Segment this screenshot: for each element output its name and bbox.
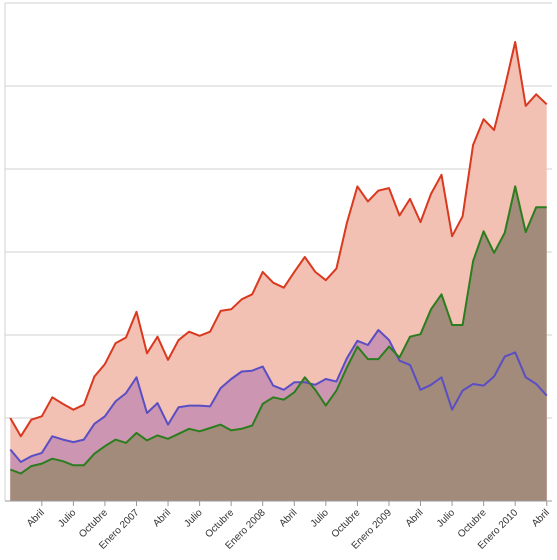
x-tick-label: Abril — [277, 507, 299, 529]
area-fills — [10, 42, 547, 501]
x-tick-label: Abril — [25, 507, 47, 529]
x-axis — [5, 500, 552, 506]
x-tick-label: Julio — [309, 507, 332, 530]
x-tick-label: Abril — [151, 507, 173, 529]
x-tick-label: Julio — [182, 507, 205, 530]
series-lines — [9, 41, 548, 475]
series-2-line — [9, 329, 548, 463]
series-3-line — [9, 185, 547, 475]
series-1-line — [9, 41, 548, 438]
x-tick-label: Abril — [530, 507, 552, 529]
x-tick-label: Julio — [435, 507, 458, 530]
x-tick-label: Abril — [404, 507, 426, 529]
series-3-area — [10, 186, 547, 501]
x-tick-label: Julio — [56, 507, 79, 530]
gridlines — [4, 2, 552, 501]
